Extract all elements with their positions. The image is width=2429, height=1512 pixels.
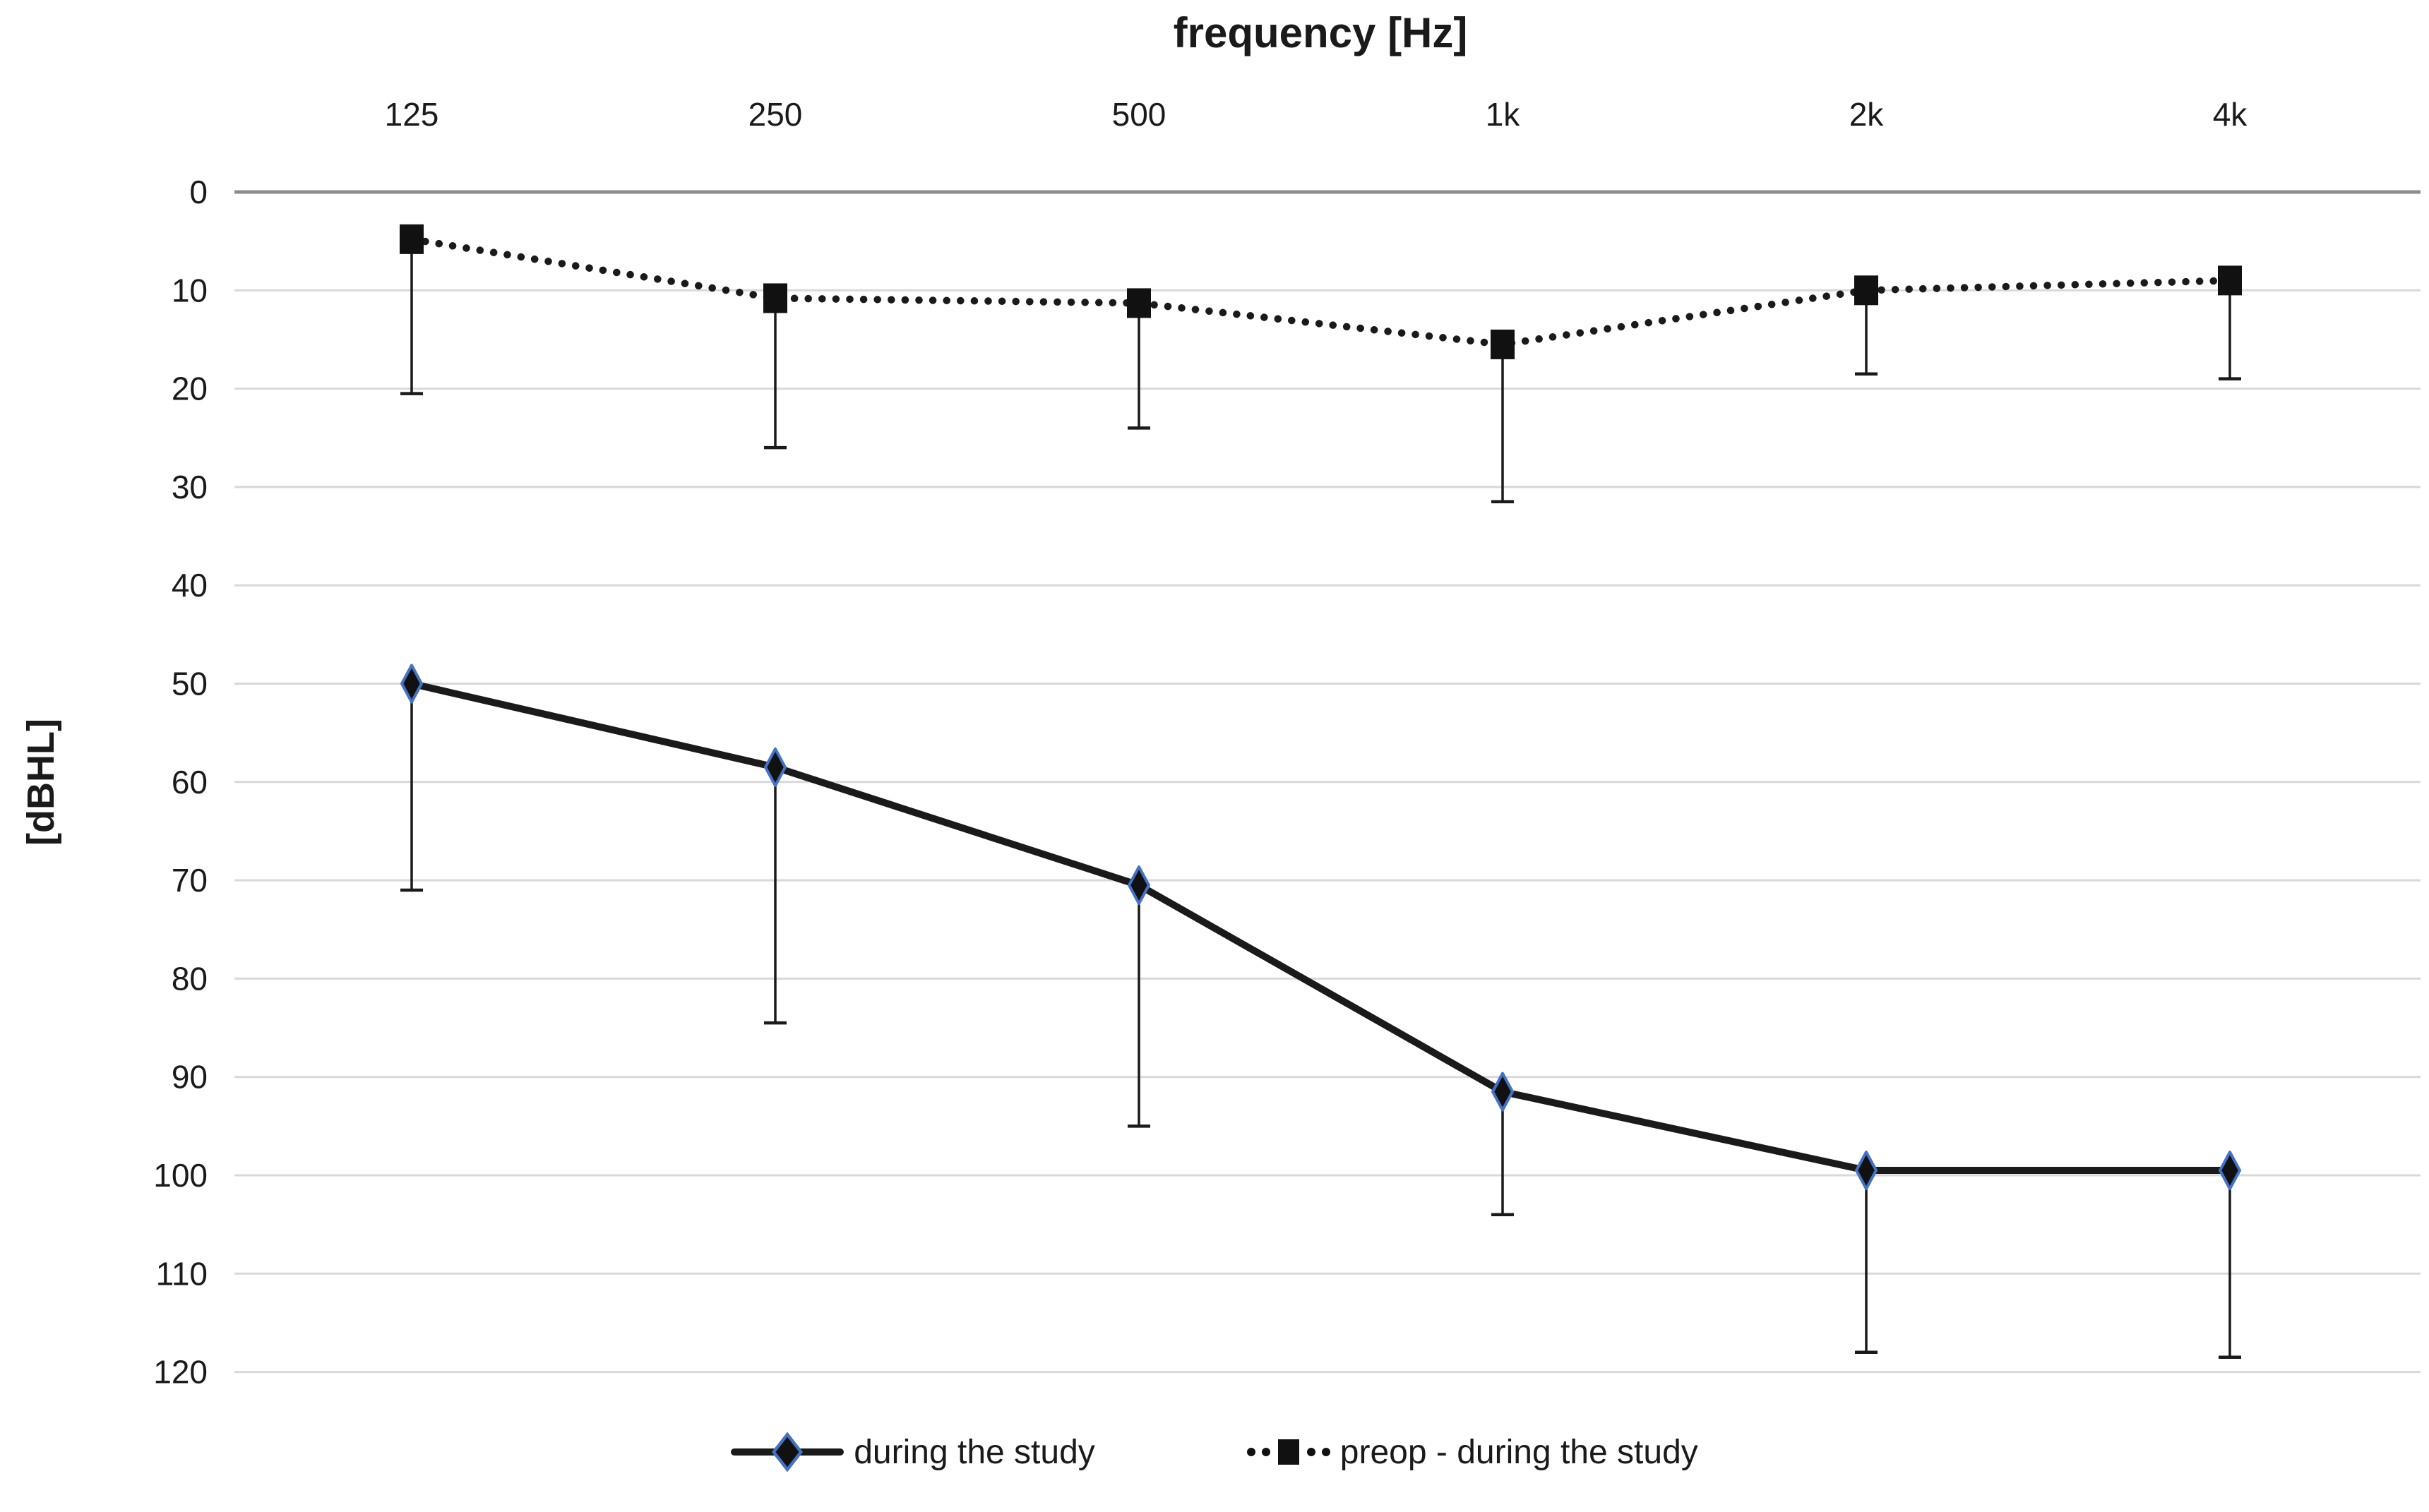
- y-tick-label-0: 0: [189, 174, 208, 210]
- legend: during the study preop - during the stud…: [0, 1413, 2429, 1491]
- y-tick-label-30: 30: [172, 469, 208, 505]
- legend-item-preop-during-the-study: preop - during the study: [1246, 1433, 1698, 1472]
- x-tick-label-4k: 4k: [2213, 96, 2248, 133]
- dot-icon: [1321, 1448, 1330, 1456]
- y-tick-label-50: 50: [172, 666, 208, 702]
- dot-icon: [1261, 1448, 1270, 1456]
- diamond-marker-4k: [2219, 1151, 2241, 1191]
- diamond-marker-250: [764, 747, 787, 787]
- diamond-marker-500: [1128, 865, 1150, 906]
- square-marker-icon: [1277, 1439, 1299, 1465]
- x-tick-label-2k: 2k: [1849, 96, 1885, 133]
- y-tick-label-120: 120: [153, 1354, 208, 1391]
- y-tick-label-20: 20: [172, 371, 208, 407]
- y-tick-label-60: 60: [172, 764, 208, 800]
- diamond-marker-125: [400, 664, 423, 704]
- diamond-marker-icon: [772, 1432, 804, 1472]
- y-tick-label-110: 110: [156, 1255, 208, 1292]
- square-marker-500: [1127, 288, 1151, 318]
- square-marker-2k: [1854, 275, 1878, 306]
- legend-label-during-the-study: during the study: [854, 1433, 1095, 1471]
- solid-line-diamond-swatch: [731, 1429, 845, 1475]
- x-axis-title: frequency [Hz]: [1173, 9, 1468, 56]
- x-tick-label-1k: 1k: [1486, 96, 1521, 133]
- square-marker-4k: [2218, 265, 2242, 296]
- square-marker-125: [400, 224, 424, 254]
- y-tick-label-100: 100: [153, 1157, 208, 1194]
- diamond-marker-1k: [1491, 1072, 1514, 1112]
- x-tick-label-125: 125: [385, 96, 439, 133]
- legend-item-during-the-study: during the study: [731, 1429, 1095, 1475]
- series-line-during-the-study: [410, 680, 2230, 1175]
- series-line-preop---during-the-study: [407, 235, 2234, 349]
- diamond-marker-2k: [1855, 1151, 1878, 1191]
- y-tick-label-40: 40: [172, 567, 208, 604]
- y-tick-label-80: 80: [172, 960, 208, 997]
- x-tick-label-500: 500: [1112, 96, 1166, 133]
- square-marker-1k: [1491, 329, 1515, 359]
- dot-icon: [1306, 1448, 1315, 1456]
- dot-icon: [1246, 1448, 1255, 1456]
- x-tick-label-250: 250: [748, 96, 803, 133]
- y-tick-label-70: 70: [172, 862, 208, 899]
- legend-label-preop-during-the-study: preop - during the study: [1339, 1433, 1698, 1471]
- dotted-line-square-swatch: [1246, 1439, 1330, 1465]
- y-tick-label-10: 10: [172, 272, 208, 308]
- y-tick-label-90: 90: [172, 1059, 208, 1096]
- square-marker-250: [763, 283, 787, 313]
